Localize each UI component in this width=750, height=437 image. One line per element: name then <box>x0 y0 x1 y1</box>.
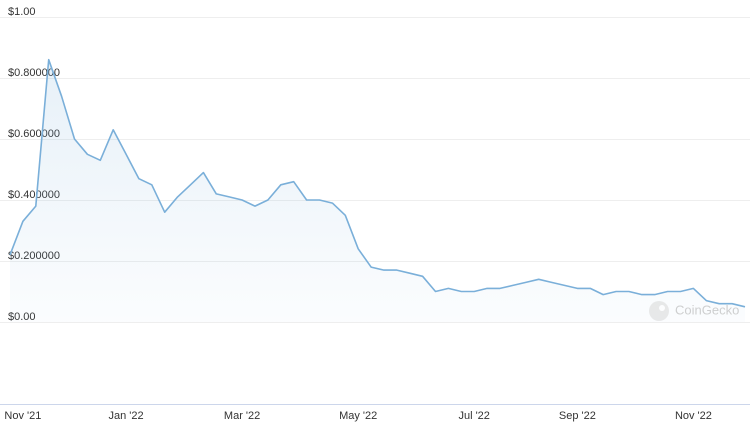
y-tick-label: $1.00 <box>8 6 36 18</box>
x-tick-label: Mar '22 <box>224 410 260 422</box>
x-tick-label: Nov '22 <box>675 410 712 422</box>
price-line <box>9 58 746 308</box>
x-tick-label: May '22 <box>339 410 377 422</box>
area <box>10 59 745 322</box>
watermark-text: CoinGecko <box>675 302 739 317</box>
x-tick-label: Jan '22 <box>108 410 143 422</box>
x-tick-label: Jul '22 <box>458 410 489 422</box>
x-tick-label: Sep '22 <box>559 410 596 422</box>
watermark: CoinGecko <box>649 301 739 321</box>
x-tick-label: Nov '21 <box>4 410 41 422</box>
